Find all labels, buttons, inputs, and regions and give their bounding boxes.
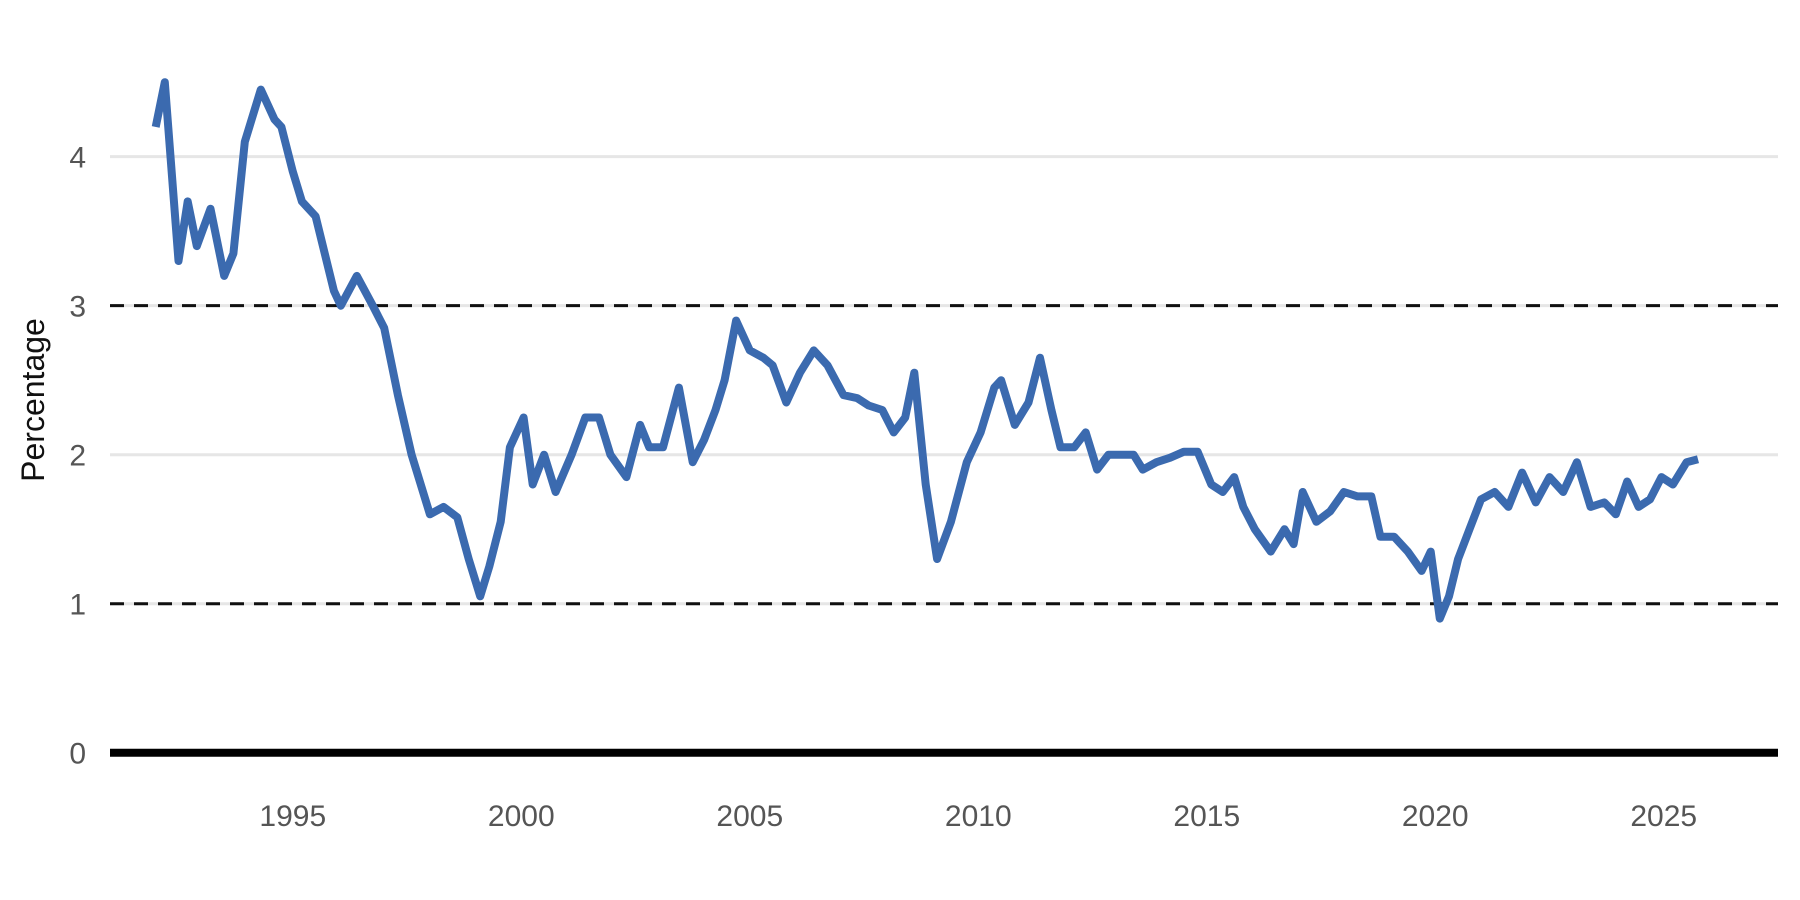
x-tick-label: 2005 <box>716 800 783 833</box>
series-line <box>151 78 1700 623</box>
x-tick-label: 2010 <box>945 800 1012 833</box>
y-tick-label: 2 <box>69 440 86 473</box>
series-layer <box>151 78 1700 623</box>
y-tick-label: 0 <box>69 738 86 771</box>
x-axis: 1995 2000 2005 2010 2015 2020 2025 <box>259 800 1697 833</box>
grid-layer <box>110 155 1778 755</box>
y-tick-label: 4 <box>69 142 86 175</box>
x-tick-label: 1995 <box>259 800 326 833</box>
y-axis-title: Percentage <box>15 318 51 482</box>
y-tick-label: 3 <box>69 291 86 324</box>
x-tick-label: 2015 <box>1173 800 1240 833</box>
y-tick-label: 1 <box>69 589 86 622</box>
x-tick-label: 2025 <box>1630 800 1697 833</box>
x-tick-label: 2000 <box>488 800 555 833</box>
y-axis: 0 1 2 3 4 <box>69 142 86 771</box>
x-tick-label: 2020 <box>1402 800 1469 833</box>
reference-lines <box>110 304 1778 757</box>
